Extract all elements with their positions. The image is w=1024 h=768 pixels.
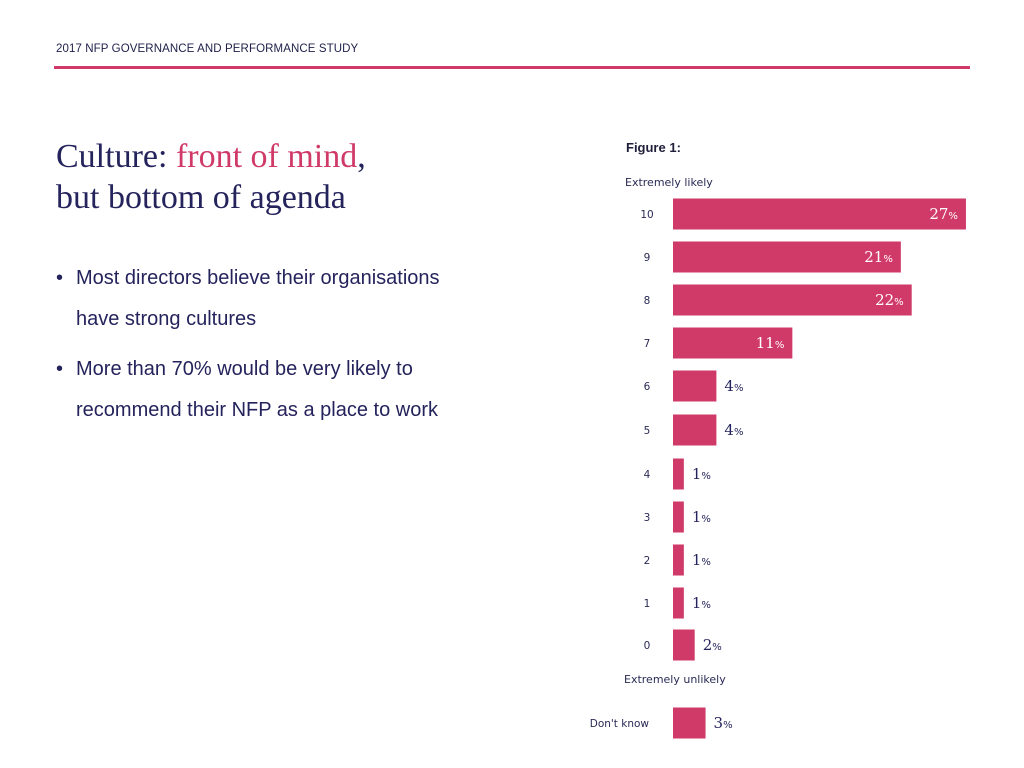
bullet-item: Most directors believe their organisatio… xyxy=(56,258,476,340)
category-label: 7 xyxy=(644,338,651,350)
category-label: 5 xyxy=(644,425,651,437)
data-label: 22% xyxy=(875,291,904,309)
bar xyxy=(673,414,717,446)
axis-bottom-label: Extremely unlikely xyxy=(624,673,726,686)
category-label: 3 xyxy=(644,512,651,524)
bar xyxy=(673,707,706,739)
bar xyxy=(673,241,901,273)
page-title: Culture: front of mind, but bottom of ag… xyxy=(56,136,536,218)
bar xyxy=(673,587,684,619)
title-line-2: but bottom of agenda xyxy=(56,179,346,216)
data-label: 4% xyxy=(724,377,743,395)
data-label: 1% xyxy=(692,465,711,483)
data-label: 1% xyxy=(692,508,711,526)
bar xyxy=(673,501,684,533)
data-label: 1% xyxy=(692,551,711,569)
bullet-list: Most directors believe their organisatio… xyxy=(56,258,476,440)
bar xyxy=(673,284,912,316)
axis-top-label: Extremely likely xyxy=(625,176,713,189)
bar xyxy=(673,327,793,359)
report-title: 2017 NFP GOVERNANCE AND PERFORMANCE STUD… xyxy=(56,43,359,55)
category-label: 10 xyxy=(640,209,653,221)
bar xyxy=(673,458,684,490)
title-accent: front of mind xyxy=(175,138,358,175)
title-part-1: Culture: xyxy=(56,138,176,175)
category-label: 0 xyxy=(644,640,651,652)
header-divider xyxy=(54,66,970,69)
data-label: 2% xyxy=(703,636,722,654)
data-label: 27% xyxy=(929,205,958,223)
bullet-item: More than 70% would be very likely to re… xyxy=(56,349,476,431)
category-label: 6 xyxy=(644,381,651,393)
data-label: 4% xyxy=(724,421,743,439)
category-label: 8 xyxy=(644,295,651,307)
bar xyxy=(673,544,684,576)
bars-group: 10 27%9 21%8 22%7 11%6 4%5 4%4 1%3 1%2 1%1 1%0 2%Do… xyxy=(590,198,966,739)
title-part-2: , xyxy=(357,138,366,175)
data-label: 11% xyxy=(756,334,785,352)
bar xyxy=(673,198,966,230)
bar xyxy=(673,370,717,402)
category-label: 2 xyxy=(644,555,651,567)
data-label: 1% xyxy=(692,594,711,612)
figure-label: Figure 1: xyxy=(626,140,681,155)
category-label: 4 xyxy=(644,469,651,481)
bar xyxy=(673,629,695,661)
category-label: 1 xyxy=(644,598,651,610)
category-label: 9 xyxy=(644,252,651,264)
data-label: 21% xyxy=(864,248,893,266)
category-label: Don't know xyxy=(590,718,650,730)
data-label: 3% xyxy=(714,714,733,732)
